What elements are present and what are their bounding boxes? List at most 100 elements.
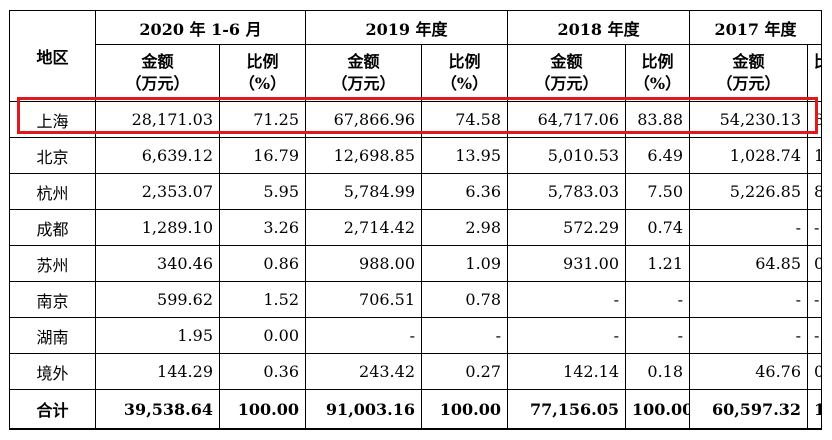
table-row: 苏州340.460.86988.001.09931.001.2164.850.1… [9, 245, 822, 282]
region-cell: 苏州 [9, 245, 96, 282]
period-header: 2017 年度 [689, 10, 822, 45]
ratio-cell: - [420, 317, 509, 354]
amount-cell: 706.51 [305, 281, 422, 318]
ratio-cell: 1.52 [219, 281, 306, 318]
ratio-cell: 0.18 [625, 353, 691, 390]
amount-cell: 1.95 [95, 317, 220, 354]
amount-cell: 599.62 [95, 281, 220, 318]
amount-cell: 6,639.12 [95, 137, 220, 174]
amount-cell: 2,714.42 [305, 209, 422, 246]
ratio-cell: - [807, 281, 822, 318]
region-cell: 北京 [9, 137, 96, 174]
total-row: 合计 39,538.64 100.00 91,003.16 100.00 77,156.0… [9, 389, 822, 430]
ratio-cell: 0.27 [420, 353, 509, 390]
amount-column-header: 金额 （万元） [95, 44, 220, 102]
region-column-header: 地区 [9, 10, 96, 102]
region-cell: 湖南 [9, 317, 96, 354]
ratio-cell: 71.25 [219, 101, 306, 138]
period-header: 2019 年度 [304, 10, 509, 45]
table-row: 北京 6,639.12 16.79 12,698.85 13.95 5,010.53 6.4… [9, 137, 822, 174]
region-cell: 杭州 [9, 173, 96, 210]
ratio-header-unit: （%） [440, 74, 489, 93]
ratio-column-header: 比例（%） [420, 44, 509, 102]
table-row: 成都 1,289.10 3.26 2,714.42 2.98 572.29 0.74- - [9, 209, 822, 246]
table-row: 湖南 1.95 0.00- - - - - - [9, 317, 822, 354]
amount-cell: 5,010.53 [507, 137, 627, 174]
ratio-cell: - [807, 209, 822, 246]
amount-cell: 54,230.13 [689, 101, 809, 138]
ratio-cell: 7.50 [625, 173, 691, 210]
ratio-column-header: 比例（%） [807, 44, 822, 102]
header-row-periods: 地区 2020 年 1-6 月 2019 年度 2018 年度 2017 年度 [9, 10, 822, 102]
amount-cell: - [689, 281, 809, 318]
ratio-cell: 8.63 [807, 173, 822, 210]
ratio-cell: 0.36 [219, 353, 306, 390]
amount-column-header: 金额 （万元） [689, 44, 809, 102]
ratio-header-label: 比例 [814, 51, 820, 73]
ratio-header-unit: （%） [238, 74, 287, 93]
amount-cell: 931.00 [507, 245, 627, 282]
amount-cell: 142.14 [507, 353, 627, 390]
amount-column-header: 金额 （万元） [305, 44, 422, 102]
amount-header-unit: （万元） [125, 74, 190, 93]
ratio-column-header: 比例 （%） [219, 44, 306, 102]
amount-cell: 5,783.03 [507, 173, 627, 210]
amount-cell: 91,003.16 [305, 389, 422, 430]
ratio-cell: 1.09 [420, 245, 509, 282]
region-cell: 上海 [9, 101, 96, 138]
ratio-cell: - [625, 281, 691, 318]
amount-cell: 64,717.06 [507, 101, 627, 138]
period-header: 2018 年度 [507, 10, 691, 45]
amount-cell: 243.42 [305, 353, 422, 390]
region-cell: 境外 [9, 353, 96, 390]
amount-cell: 144.29 [95, 353, 220, 390]
ratio-cell: 1.21 [625, 245, 691, 282]
ratio-cell: - [625, 317, 691, 354]
amount-cell: 1,028.74 [689, 137, 809, 174]
ratio-cell: - [807, 317, 822, 354]
amount-cell: - [689, 317, 809, 354]
amount-cell: 64.85 [689, 245, 809, 282]
ratio-cell: 0.74 [625, 209, 691, 246]
ratio-header-unit: （%） [633, 74, 682, 93]
amount-cell: - [689, 209, 809, 246]
ratio-header-label: 比例 [246, 52, 279, 71]
amount-cell: 28,171.03 [95, 101, 220, 138]
ratio-cell: 0.11 [807, 245, 822, 282]
ratio-cell: 0.86 [219, 245, 306, 282]
ratio-cell: 2.98 [420, 209, 509, 246]
amount-cell: 340.46 [95, 245, 220, 282]
amount-cell: - [507, 317, 627, 354]
ratio-cell: 16.79 [219, 137, 306, 174]
ratio-cell: 100.00 [807, 389, 822, 430]
ratio-cell: 100.00 [219, 389, 306, 430]
amount-header-label: 金额 [347, 52, 380, 71]
amount-header-unit: （万元） [534, 74, 599, 93]
ratio-header-label: 比例 [641, 52, 674, 71]
ratio-cell: 5.95 [219, 173, 306, 210]
ratio-cell: 13.95 [420, 137, 509, 174]
table-body: 上海 28,171.03 71.25 67,866.96 74.58 64,717.06 8… [9, 101, 822, 430]
amount-header-unit: （万元） [331, 74, 396, 93]
ratio-cell: 3.26 [219, 209, 306, 246]
amount-header-label: 金额 [550, 52, 583, 71]
table-row: 杭州 2,353.07 5.95 5,784.99 6.36 5,783.03 7.50 5,… [9, 173, 822, 210]
total-label: 合计 [9, 389, 96, 430]
table-row: 上海 28,171.03 71.25 67,866.96 74.58 64,717.06 8… [9, 101, 822, 138]
amount-cell: 46.76 [689, 353, 809, 390]
ratio-cell: 89.49 [807, 101, 822, 138]
amount-cell: 67,866.96 [305, 101, 422, 138]
header-row-metrics: 金额（万元）比例（%）金额（万元）比例（%）金额（万元）比例（%）金额（万元）比… [10, 44, 822, 102]
ratio-cell: 0.08 [807, 353, 822, 390]
ratio-cell: 6.36 [420, 173, 509, 210]
ratio-cell: 100.00 [625, 389, 691, 430]
amount-cell: 39,538.64 [95, 389, 220, 430]
region-cell: 南京 [9, 281, 96, 318]
ratio-cell: 6.49 [625, 137, 691, 174]
ratio-cell: 0.78 [420, 281, 509, 318]
period-header: 2020 年 1-6 月 [95, 10, 306, 45]
amount-cell: 572.29 [507, 209, 627, 246]
amount-cell: 77,156.05 [507, 389, 627, 430]
amount-cell: 5,226.85 [689, 173, 809, 210]
ratio-column-header: 比例 （%） [625, 44, 691, 102]
